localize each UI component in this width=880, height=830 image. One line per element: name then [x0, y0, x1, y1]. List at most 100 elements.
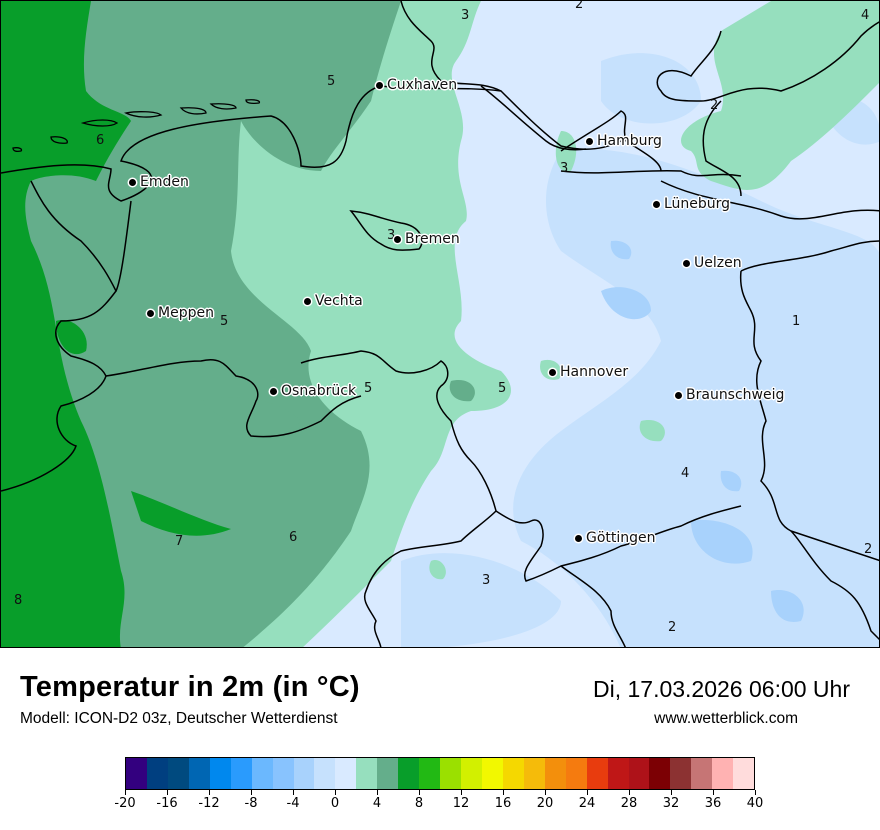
city-marker-icon: [304, 297, 311, 305]
contour-label: 2: [575, 0, 584, 12]
colorbar-segment: [209, 758, 231, 789]
colorbar-tick: [460, 790, 462, 795]
contour-label: 8: [14, 593, 23, 608]
city-label: Emden: [140, 174, 189, 190]
colorbar-segment: [398, 758, 420, 789]
city-label: Hamburg: [597, 133, 662, 149]
temperature-map[interactable]: 3 2 4 5 2 6 3 3 5 1 5 5 4 7 6 2 3 8 2 Cu…: [0, 0, 880, 648]
colorbar-tick-label: 32: [662, 796, 680, 811]
colorbar-segment: [565, 758, 587, 789]
colorbar-tick-label: 28: [620, 796, 638, 811]
colorbar-tick-label: 40: [746, 796, 764, 811]
colorbar-tick: [208, 790, 210, 795]
city-label: Cuxhaven: [387, 77, 458, 93]
city-marker-icon: [675, 391, 682, 399]
map-canvas: [1, 1, 879, 647]
contour-label: 6: [289, 530, 298, 545]
forecast-datetime: Di, 17.03.2026 06:00 Uhr: [592, 676, 850, 702]
city-uelzen[interactable]: Uelzen: [683, 255, 742, 271]
city-label: Hannover: [560, 364, 629, 380]
city-emden[interactable]: Emden: [129, 174, 189, 190]
colorbar-tick-label: 0: [330, 796, 340, 811]
colorbar-tick: [376, 790, 378, 795]
colorbar-tick: [670, 790, 672, 795]
colorbar-segment: [461, 758, 482, 789]
city-goettingen[interactable]: Göttingen: [575, 530, 656, 546]
colorbar-tick: [418, 790, 420, 795]
colorbar-segment: [146, 758, 168, 789]
contour-label: 3: [461, 8, 470, 23]
colorbar-segment: [251, 758, 273, 789]
colorbar-tick: [754, 790, 756, 795]
colorbar-tick-label: -20: [114, 796, 136, 811]
colorbar-segment: [586, 758, 608, 789]
colorbar-tick-label: 4: [372, 796, 382, 811]
temperature-field-6-8: [1, 1, 231, 647]
islands: [12, 99, 261, 153]
colorbar-segment: [356, 758, 378, 789]
city-cuxhaven[interactable]: Cuxhaven: [376, 77, 457, 93]
city-label: Lüneburg: [664, 196, 731, 212]
city-marker-icon: [549, 368, 556, 376]
city-meppen[interactable]: Meppen: [147, 305, 214, 321]
colorbar-segment: [733, 758, 755, 789]
contour-label: 5: [364, 381, 373, 396]
contour-label: 5: [327, 74, 336, 89]
colorbar-segment: [544, 758, 566, 789]
colorbar-tick-label: -8: [244, 796, 258, 811]
colorbar-segment: [607, 758, 629, 789]
city-label: Osnabrück: [281, 383, 357, 399]
city-braunschweig[interactable]: Braunschweig: [675, 387, 784, 403]
colorbar-segment: [502, 758, 524, 789]
city-hannover[interactable]: Hannover: [549, 364, 628, 380]
colorbar-segment: [649, 758, 671, 789]
city-label: Bremen: [405, 231, 460, 247]
model-subtitle: Modell: ICON-D2 03z, Deutscher Wetterdie…: [20, 710, 338, 727]
colorbar-tick: [292, 790, 294, 795]
colorbar-segment: [691, 758, 713, 789]
colorbar-segment: [712, 758, 734, 789]
temperature-field-m4-m2: [601, 240, 804, 622]
city-marker-icon: [683, 259, 690, 267]
colorbar-tick-label: 24: [578, 796, 596, 811]
city-hamburg[interactable]: Hamburg: [586, 133, 662, 149]
colorbar-tick: [166, 790, 168, 795]
colorbar-tick-label: -16: [156, 796, 178, 811]
city-marker-icon: [376, 81, 383, 89]
city-osnabrueck[interactable]: Osnabrück: [270, 383, 356, 399]
colorbar-segment: [628, 758, 650, 789]
city-vechta[interactable]: Vechta: [304, 293, 363, 309]
colorbar-segment: [188, 758, 210, 789]
contour-label: 5: [220, 314, 229, 329]
colorbar-ticks: -20 -16 -12 -8 -4 0 4 8 12 16 20 24 28 32 36 40: [114, 790, 763, 820]
city-marker-icon: [586, 137, 593, 145]
city-label: Braunschweig: [686, 387, 785, 403]
colorbar-segment: [314, 758, 336, 789]
colorbar-segment: [272, 758, 294, 789]
city-marker-icon: [129, 178, 136, 186]
city-marker-icon: [653, 200, 660, 208]
city-bremen[interactable]: Bremen: [394, 231, 460, 247]
colorbar-segment: [523, 758, 545, 789]
website-link[interactable]: www.wetterblick.com: [654, 710, 798, 727]
contour-label: 4: [861, 8, 870, 23]
city-label: Vechta: [315, 293, 363, 309]
colorbar-tick-label: 12: [452, 796, 470, 811]
contour-label: 3: [387, 228, 396, 243]
colorbar-segment: [481, 758, 503, 789]
colorbar-tick-label: -12: [198, 796, 220, 811]
colorbar-segment: [419, 758, 441, 789]
colorbar-tick: [586, 790, 588, 795]
contour-label: 7: [175, 534, 184, 549]
colorbar-tick-label: 36: [704, 796, 722, 811]
colorbar-tick: [124, 790, 126, 795]
city-marker-icon: [147, 309, 154, 317]
colorbar-tick-label: 8: [414, 796, 424, 811]
city-lueneburg[interactable]: Lüneburg: [653, 196, 730, 212]
colorbar-tick: [502, 790, 504, 795]
contour-label: 2: [668, 620, 677, 635]
city-marker-icon: [575, 534, 582, 542]
contour-label: 3: [560, 161, 569, 176]
city-marker-icon: [270, 387, 277, 395]
colorbar-tick: [544, 790, 546, 795]
